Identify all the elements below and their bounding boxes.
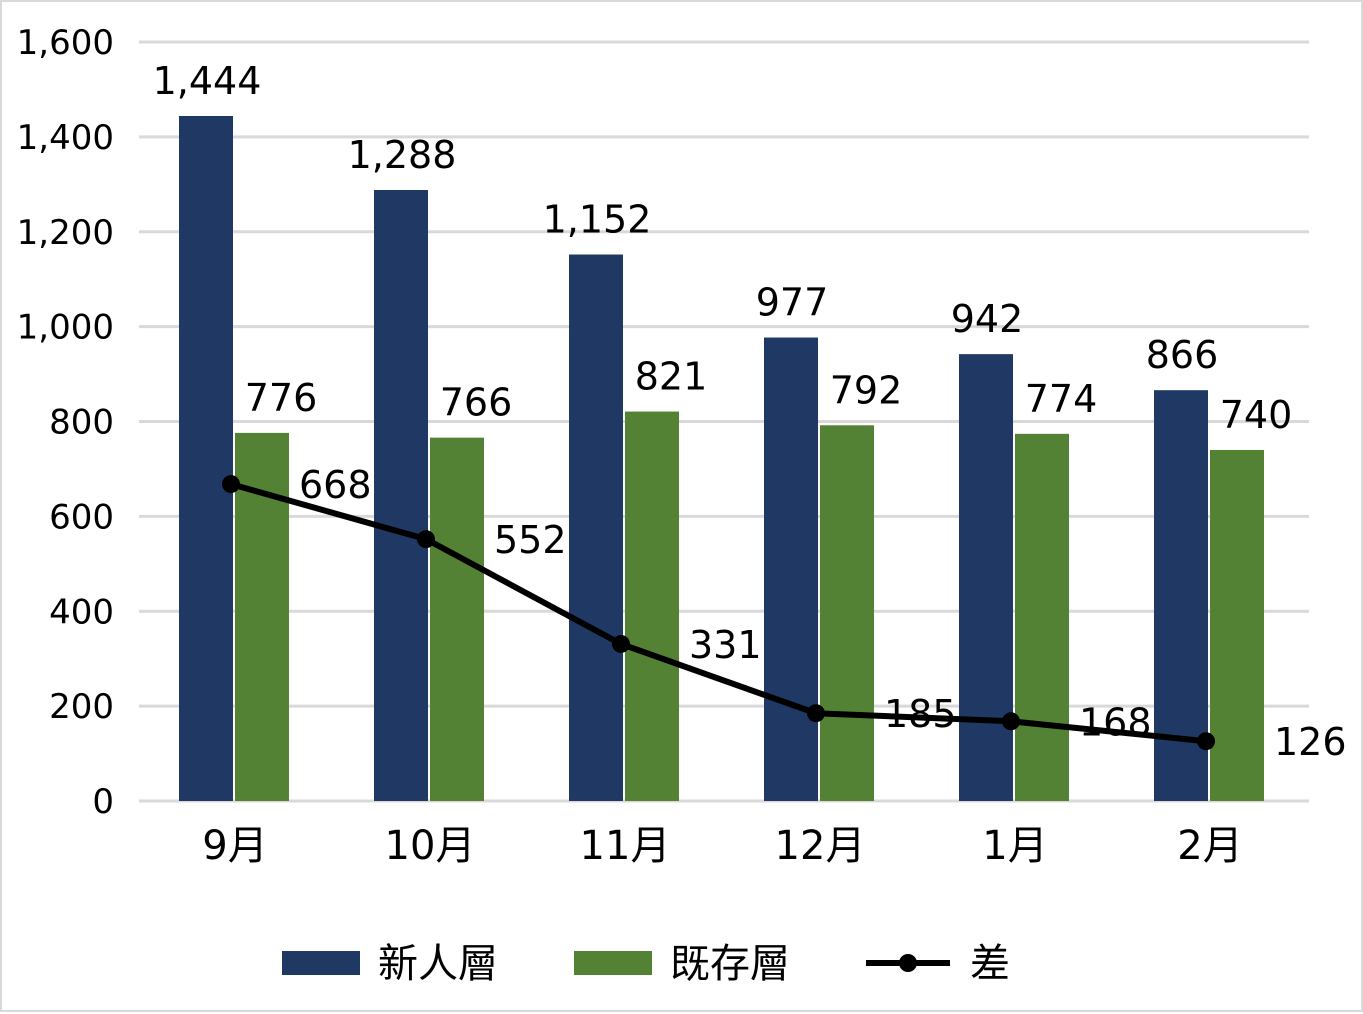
line-point: [807, 704, 825, 723]
legend-label: 新人層: [378, 941, 498, 987]
line-point: [612, 634, 630, 653]
y-tick-label: 400: [49, 592, 114, 632]
y-tick-label: 1,200: [17, 213, 114, 253]
bar: [1210, 449, 1264, 801]
y-tick-label: 600: [49, 497, 114, 537]
x-tick-label: 9月: [202, 823, 267, 869]
data-label: 821: [635, 355, 708, 399]
data-label: 792: [830, 368, 903, 412]
legend-label: 既存層: [670, 941, 790, 987]
data-label: 766: [440, 381, 513, 425]
line-point: [1002, 712, 1020, 731]
line-point: [417, 530, 435, 549]
data-label: 668: [299, 463, 372, 507]
bar: [179, 116, 233, 801]
x-tick-label: 2月: [1177, 823, 1242, 869]
data-label: 740: [1220, 393, 1293, 437]
y-tick-label: 800: [49, 403, 114, 443]
bar: [374, 190, 428, 801]
data-label: 168: [1079, 700, 1152, 744]
y-tick-label: 200: [49, 687, 114, 727]
gridlines: [139, 40, 1309, 803]
data-label: 942: [951, 297, 1024, 341]
difference-line: [222, 475, 1215, 751]
x-tick-label: 1月: [982, 823, 1047, 869]
data-label: 331: [689, 623, 762, 667]
bar: [764, 337, 818, 801]
bar: [820, 425, 874, 801]
data-label: 866: [1146, 333, 1219, 377]
data-label: 977: [756, 281, 829, 325]
x-tick-label: 10月: [385, 823, 476, 869]
y-tick-label: 1,000: [17, 308, 114, 348]
bar: [430, 437, 484, 801]
data-label: 1,444: [153, 59, 262, 103]
bar: [625, 411, 679, 801]
y-tick-label: 0: [92, 782, 114, 822]
x-tick-label: 12月: [775, 823, 866, 869]
x-tick-label: 11月: [580, 823, 671, 869]
series-line: [230, 481, 1207, 745]
legend-label: 差: [970, 941, 1010, 987]
legend: 新人層 既存層 差: [282, 941, 1010, 987]
data-label: 774: [1025, 377, 1098, 421]
data-label: 1,152: [543, 198, 652, 242]
data-label: 126: [1274, 720, 1347, 764]
bar: [1015, 433, 1069, 801]
legend-swatch-point: [899, 954, 917, 972]
data-label: 552: [494, 518, 567, 562]
y-axis-ticks: 0 200 400 600 800 1,000 1,200 1,400 1,600: [17, 23, 114, 822]
bar: [569, 254, 623, 801]
x-axis-ticks: 9月 10月 11月 12月 1月 2月: [202, 823, 1242, 869]
bars: [179, 116, 1264, 801]
data-label: 776: [245, 376, 318, 420]
bar: [1154, 390, 1208, 801]
bar: [959, 354, 1013, 801]
line-point: [222, 475, 240, 494]
legend-swatch: [282, 951, 360, 975]
y-tick-label: 1,400: [17, 118, 114, 158]
line-point: [1197, 732, 1215, 751]
y-tick-label: 1,600: [17, 23, 114, 63]
legend-swatch: [574, 951, 652, 975]
data-label: 1,288: [348, 133, 457, 177]
data-label: 185: [884, 692, 957, 736]
